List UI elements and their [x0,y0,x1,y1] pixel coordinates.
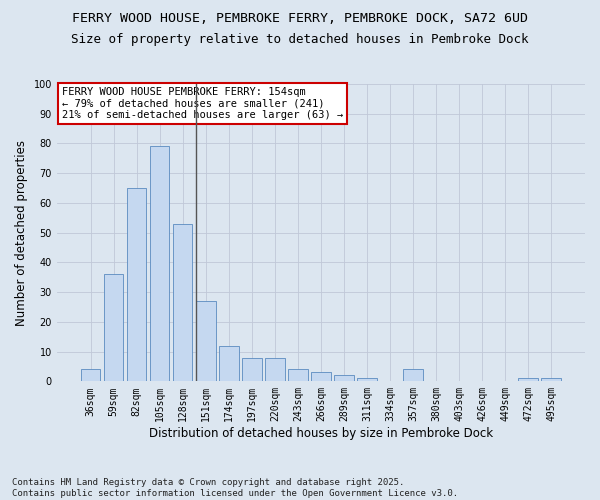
Bar [541,378,561,382]
Bar [127,188,146,382]
Bar [518,378,538,382]
Bar [311,372,331,382]
Text: Contains HM Land Registry data © Crown copyright and database right 2025.
Contai: Contains HM Land Registry data © Crown c… [12,478,458,498]
Bar [150,146,169,382]
Bar [81,370,100,382]
X-axis label: Distribution of detached houses by size in Pembroke Dock: Distribution of detached houses by size … [149,427,493,440]
Bar [334,376,354,382]
Text: FERRY WOOD HOUSE PEMBROKE FERRY: 154sqm
← 79% of detached houses are smaller (24: FERRY WOOD HOUSE PEMBROKE FERRY: 154sqm … [62,87,343,120]
Bar [104,274,124,382]
Bar [242,358,262,382]
Bar [265,358,284,382]
Bar [288,370,308,382]
Bar [403,370,423,382]
Text: Size of property relative to detached houses in Pembroke Dock: Size of property relative to detached ho… [71,32,529,46]
Bar [196,301,215,382]
Text: FERRY WOOD HOUSE, PEMBROKE FERRY, PEMBROKE DOCK, SA72 6UD: FERRY WOOD HOUSE, PEMBROKE FERRY, PEMBRO… [72,12,528,26]
Bar [357,378,377,382]
Bar [173,224,193,382]
Y-axis label: Number of detached properties: Number of detached properties [15,140,28,326]
Bar [219,346,239,382]
